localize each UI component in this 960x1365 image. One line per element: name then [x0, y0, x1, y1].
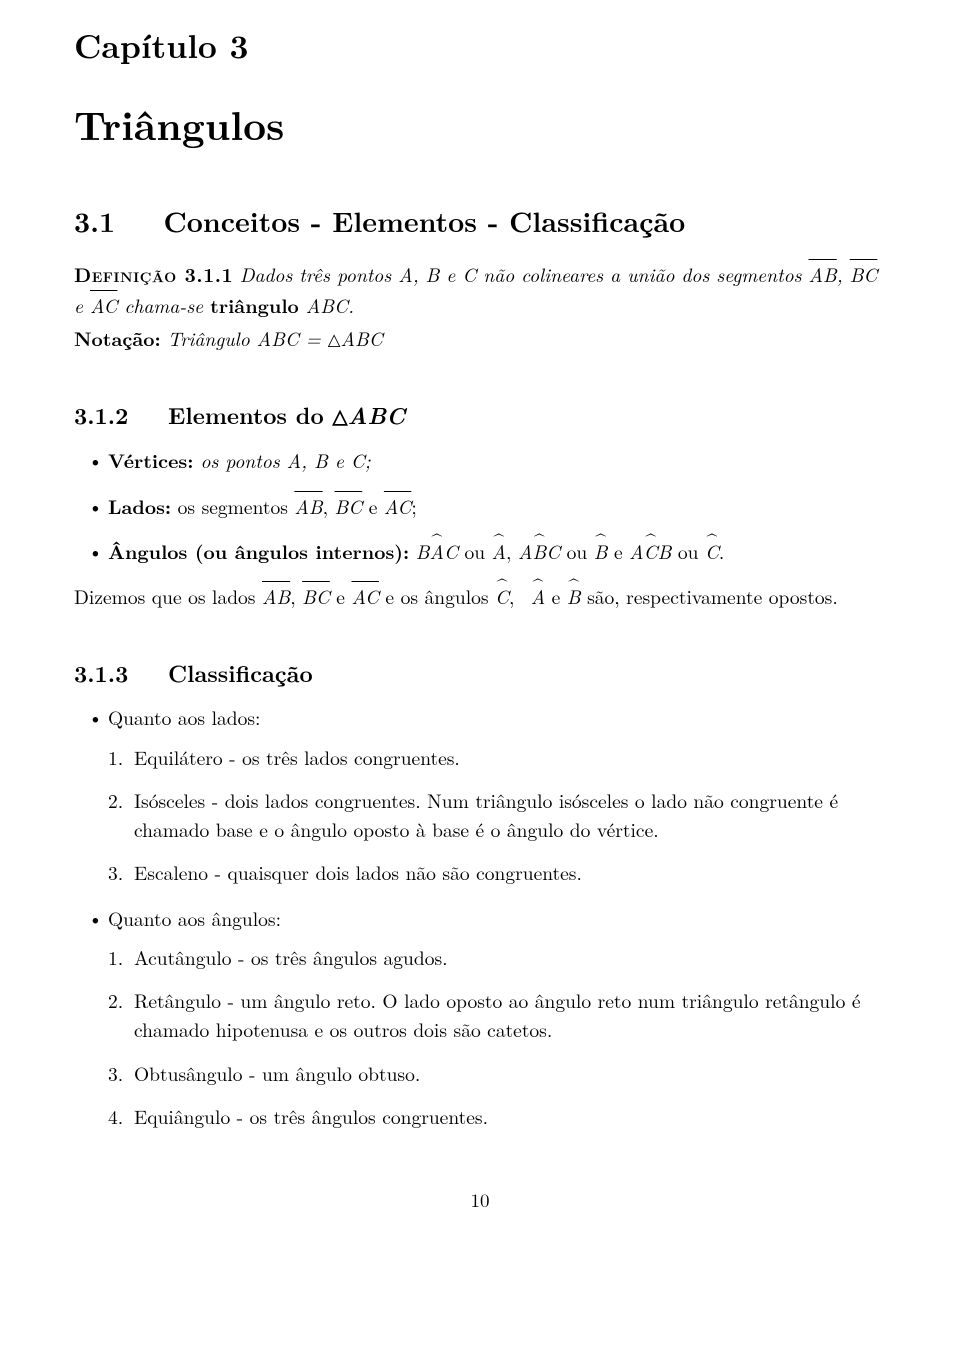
definition-text-after: chama-se: [117, 291, 210, 319]
vertices-text: os pontos A, B e C;: [193, 446, 370, 474]
ou1: ou: [458, 537, 492, 565]
page-number: 10: [74, 1187, 886, 1214]
ang-end: .: [719, 537, 724, 565]
definition-abc: ABC.: [299, 291, 354, 319]
list-item: Obtusângulo - um ângulo obtuso.: [108, 1059, 886, 1088]
subsection-number: 3.1.3: [74, 656, 128, 689]
triangle-icon: △: [333, 402, 348, 429]
list-item: Escaleno - quaisquer dois lados não são …: [108, 858, 886, 887]
sep: ,: [290, 582, 302, 610]
sep-comma: ,: [323, 492, 335, 520]
subsection-abc: ABC: [348, 399, 406, 432]
chapter-label: Capítulo 3: [74, 22, 886, 68]
elements-list: Vértices: os pontos A, B e C; Lados: os …: [74, 446, 886, 566]
subsection-3-1-3-heading: 3.1.3 Classificação: [74, 657, 886, 689]
segment-bc: BC: [850, 260, 878, 288]
segment-ab: AB: [809, 260, 837, 288]
vertices-label: Vértices:: [108, 446, 193, 474]
list-item: Equilátero - os três lados congruentes.: [108, 743, 886, 772]
list-item-lados: Lados: os segmentos AB, BC e AC;: [74, 492, 886, 521]
quanto-angulos-label: Quanto aos ângulos:: [108, 904, 281, 932]
dizemos-paragraph: Dizemos que os lados AB, BC e AC e os ân…: [74, 582, 886, 611]
lados-label: Lados:: [108, 492, 171, 520]
chapter-title: Triângulos: [74, 96, 886, 152]
subsection-number: 3.1.2: [74, 398, 128, 431]
triangle-icon: △: [328, 326, 341, 351]
list-item-vertices: Vértices: os pontos A, B e C;: [74, 446, 886, 475]
notation-line: Notação: Triângulo ABC = △ABC: [74, 324, 886, 353]
notation-abc: ABC: [341, 324, 383, 352]
list-item: Acutângulo - os três ângulos agudos.: [108, 943, 886, 972]
quanto-lados-label: Quanto aos lados:: [108, 703, 260, 731]
dizemos-t4: e: [545, 582, 567, 610]
list-item-quanto-lados: Quanto aos lados: Equilátero - os três l…: [74, 703, 886, 887]
angulos-ordered-list: Acutângulo - os três ângulos agudos. Ret…: [108, 943, 886, 1131]
dizemos-t5: são, respectivamente opostos.: [581, 582, 838, 610]
definition-bold: triângulo: [210, 291, 299, 319]
ang-e: e: [608, 537, 630, 565]
subsection-title: Classificação: [168, 656, 313, 689]
segment-ab: AB: [294, 492, 322, 520]
list-item-angulos: Ângulos (ou ângulos internos): BAC ou A,…: [74, 537, 886, 566]
dizemos-t1: Dizemos que os lados: [74, 582, 262, 610]
ou2: ou: [560, 537, 594, 565]
lados-ordered-list: Equilátero - os três lados congruentes. …: [108, 743, 886, 888]
dizemos-t3: e os ângulos: [379, 582, 495, 610]
definition-label: Definição 3.1.1: [74, 260, 233, 288]
segment-bc: BC: [302, 582, 330, 610]
definition-text-part1: Dados três pontos A, B e C não colineare…: [240, 260, 809, 288]
segment-bc: BC: [335, 492, 363, 520]
angulos-label: Ângulos (ou ângulos internos):: [108, 537, 409, 565]
lados-text: os segmentos: [171, 492, 294, 520]
section-number: 3.1: [74, 201, 115, 241]
list-item: Isósceles - dois lados congruentes. Num …: [108, 786, 886, 845]
classificacao-list: Quanto aos lados: Equilátero - os três l…: [74, 703, 886, 1131]
sep-e: e: [362, 492, 384, 520]
list-item: Equiângulo - os três ângulos congruentes…: [108, 1102, 886, 1131]
section-3-1-heading: 3.1 Conceitos - Elementos - Classificaçã…: [74, 202, 886, 241]
list-item: Retângulo - um ângulo reto. O lado opost…: [108, 986, 886, 1045]
notation-text: Triângulo ABC =: [161, 324, 328, 352]
subsection-title: Elementos do: [168, 398, 332, 431]
segment-ac: AC: [351, 582, 378, 610]
segment-ac: AC: [90, 291, 117, 319]
lados-end: ;: [411, 492, 416, 520]
definition-3-1-1: Definição 3.1.1 Dados três pontos A, B e…: [74, 259, 886, 319]
segment-ac: AC: [384, 492, 411, 520]
ou3: ou: [671, 537, 705, 565]
notation-label: Notação:: [74, 324, 161, 352]
list-item-quanto-angulos: Quanto aos ângulos: Acutângulo - os três…: [74, 904, 886, 1132]
dizemos-t2: e: [330, 582, 352, 610]
section-title: Conceitos - Elementos - Classificação: [163, 201, 685, 241]
definition-text-mid: e: [74, 291, 90, 319]
segment-ab: AB: [262, 582, 290, 610]
subsection-3-1-2-heading: 3.1.2 Elementos do △ABC: [74, 399, 886, 432]
